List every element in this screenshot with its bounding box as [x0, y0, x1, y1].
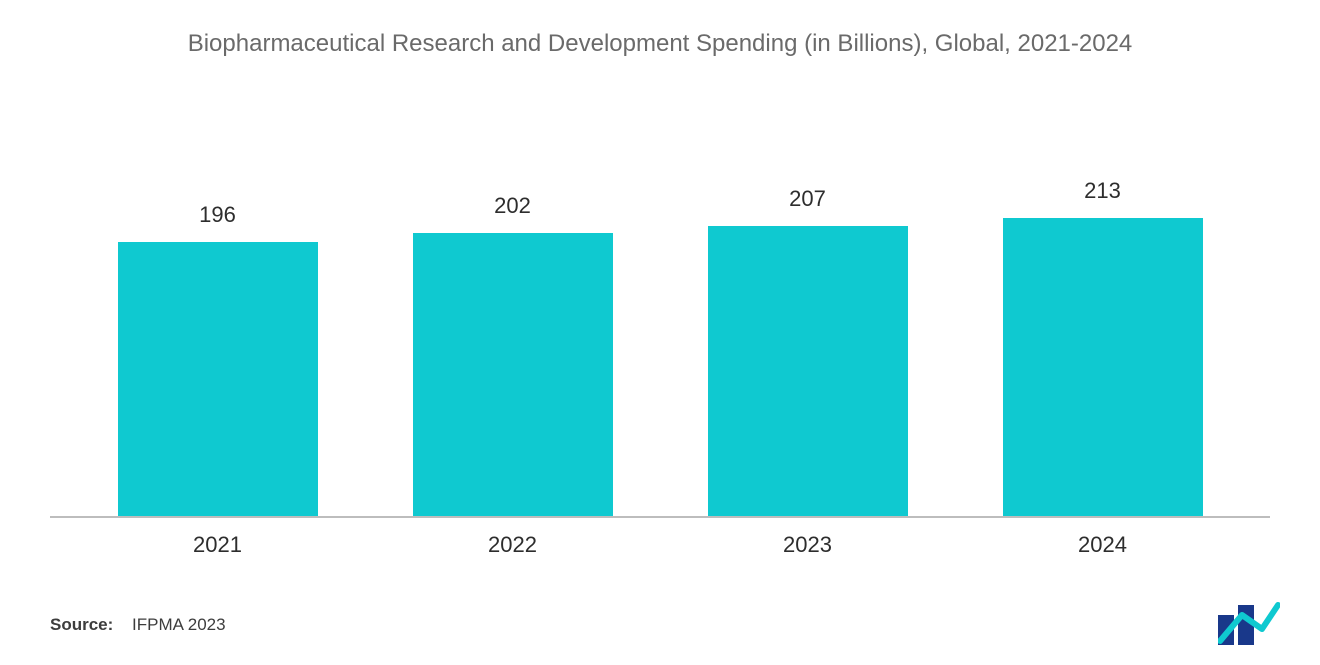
bar-slot: 202 — [365, 98, 660, 516]
bar-value-label: 213 — [1084, 178, 1121, 204]
bar-slot: 207 — [660, 98, 955, 516]
bar-value-label: 207 — [789, 186, 826, 212]
x-axis-label: 2024 — [955, 532, 1250, 558]
x-axis-label: 2022 — [365, 532, 660, 558]
chart-title: Biopharmaceutical Research and Developme… — [50, 30, 1270, 58]
bar — [413, 233, 613, 516]
source-line: Source: IFPMA 2023 — [50, 615, 226, 635]
bar-slot: 196 — [70, 98, 365, 516]
brand-logo-icon — [1218, 601, 1280, 645]
chart-container: Biopharmaceutical Research and Developme… — [0, 0, 1320, 665]
bar — [708, 226, 908, 516]
x-axis-label: 2021 — [70, 532, 365, 558]
source-text: IFPMA 2023 — [132, 615, 226, 634]
bar-slot: 213 — [955, 98, 1250, 516]
x-axis-label: 2023 — [660, 532, 955, 558]
bar-value-label: 196 — [199, 202, 236, 228]
x-axis-labels: 2021202220232024 — [50, 518, 1270, 558]
bar — [1003, 218, 1203, 516]
bar — [118, 242, 318, 516]
source-prefix: Source: — [50, 615, 113, 634]
plot-area: 196 202 207 213 — [50, 98, 1270, 518]
bar-value-label: 202 — [494, 193, 531, 219]
